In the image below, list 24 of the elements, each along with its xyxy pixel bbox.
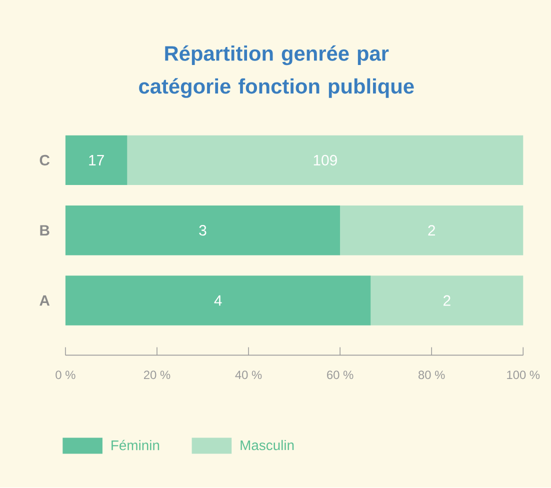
annotation: 4 (214, 296, 222, 306)
bar (65, 206, 340, 256)
chart-title: Répartition genrée par catégorie fonction publique (139, 46, 414, 98)
y-tick-label: A (40, 296, 50, 306)
bar (127, 136, 524, 186)
x-tick-label: 40 % (235, 370, 262, 380)
x-tick-label: 80 % (418, 370, 445, 380)
legend-label: Féminin (112, 440, 160, 450)
y-tick-label: C (40, 155, 50, 166)
bar (65, 136, 128, 186)
annotation: 17 (89, 155, 104, 166)
x-tick-label: 100 % (507, 370, 540, 380)
y-tick-label: B (40, 225, 50, 236)
legend-label: Masculin (240, 440, 294, 450)
x-tick-label: 20 % (144, 370, 170, 380)
x-tick-label: 0 % (56, 370, 76, 380)
bar (370, 276, 524, 326)
annotation: 109 (314, 155, 337, 166)
annotation: 2 (428, 225, 436, 236)
bar (340, 206, 524, 256)
x-tick-label: 60 % (327, 370, 354, 380)
bar (65, 276, 371, 326)
annotation: 2 (444, 296, 450, 306)
annotation: 3 (199, 225, 206, 236)
